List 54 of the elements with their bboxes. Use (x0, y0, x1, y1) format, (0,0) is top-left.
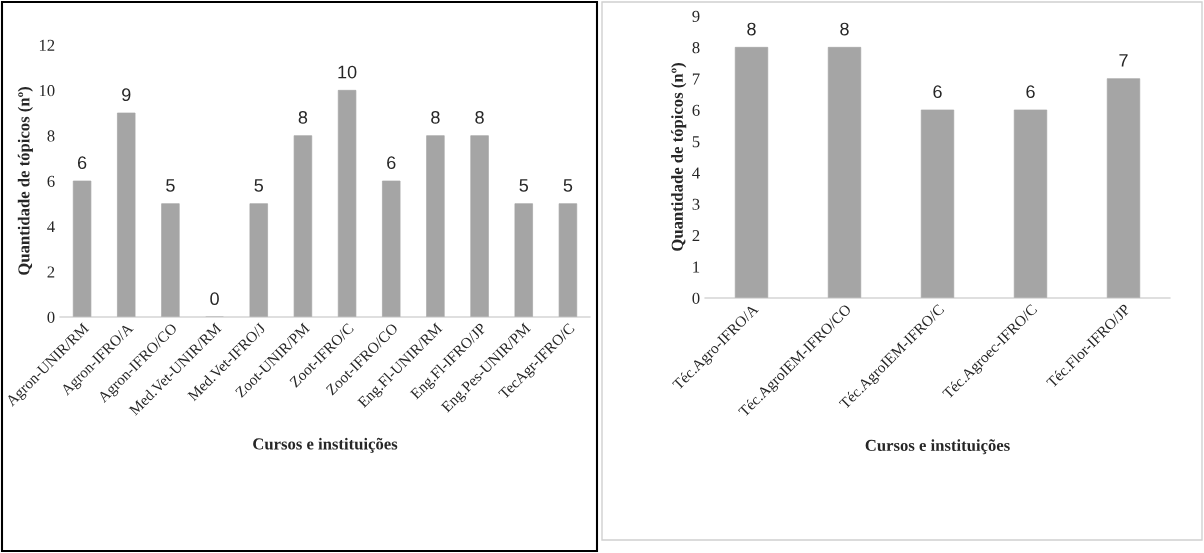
data-label: 0 (210, 292, 219, 306)
y-tick-label: 3 (692, 198, 700, 210)
bar (1013, 109, 1048, 298)
bar (470, 135, 489, 317)
y-tick-label: 6 (692, 104, 700, 116)
data-label: 5 (254, 179, 264, 192)
data-label: 6 (933, 85, 942, 99)
data-label: 6 (387, 156, 396, 170)
data-label: 5 (166, 179, 175, 192)
data-label: 7 (1119, 54, 1128, 67)
bar (293, 135, 313, 317)
y-tick-label: 4 (47, 221, 55, 233)
y-tick-label: 0 (47, 311, 55, 323)
bar (426, 135, 445, 317)
y-tick-label: 9 (692, 10, 700, 22)
data-label: 8 (747, 22, 756, 36)
y-tick-label: 6 (47, 175, 55, 187)
y-tick-label: 12 (39, 39, 55, 51)
bar (558, 203, 578, 317)
data-label: 5 (519, 179, 529, 192)
y-tick-label: 5 (692, 136, 700, 148)
y-axis-title: Quantidade de tópicos (nº) (671, 63, 687, 251)
bar (734, 46, 769, 298)
y-tick-label: 2 (47, 266, 55, 278)
bar (1106, 78, 1141, 298)
bar (382, 180, 401, 317)
data-label: 8 (431, 110, 440, 124)
y-tick-label: 4 (692, 167, 700, 179)
y-tick-label: 8 (692, 42, 700, 54)
bar (920, 109, 955, 298)
x-axis-title: Cursos e instituições (865, 439, 1010, 455)
bar (337, 89, 357, 317)
bar (117, 112, 136, 317)
y-tick-label: 10 (39, 85, 55, 97)
data-label: 6 (77, 156, 87, 170)
bar (827, 46, 862, 298)
data-label: 9 (122, 88, 131, 102)
bar (72, 180, 92, 317)
y-axis-title: Quantidade de tópicos (nº) (17, 87, 33, 275)
data-label: 6 (1026, 85, 1035, 99)
data-label: 5 (563, 179, 573, 192)
y-tick-label: 1 (693, 261, 700, 273)
bar (514, 203, 533, 317)
x-axis-title: Cursos e instituições (253, 437, 398, 453)
y-tick-label: 2 (692, 230, 700, 242)
y-tick-label: 7 (692, 73, 700, 85)
data-label: 8 (298, 110, 308, 124)
data-label: 8 (475, 110, 484, 124)
data-label: 10 (338, 65, 357, 79)
bar (249, 203, 268, 317)
y-tick-label: 8 (47, 130, 55, 142)
data-label: 8 (840, 22, 849, 36)
bar (161, 203, 180, 317)
y-tick-label: 0 (692, 292, 700, 304)
